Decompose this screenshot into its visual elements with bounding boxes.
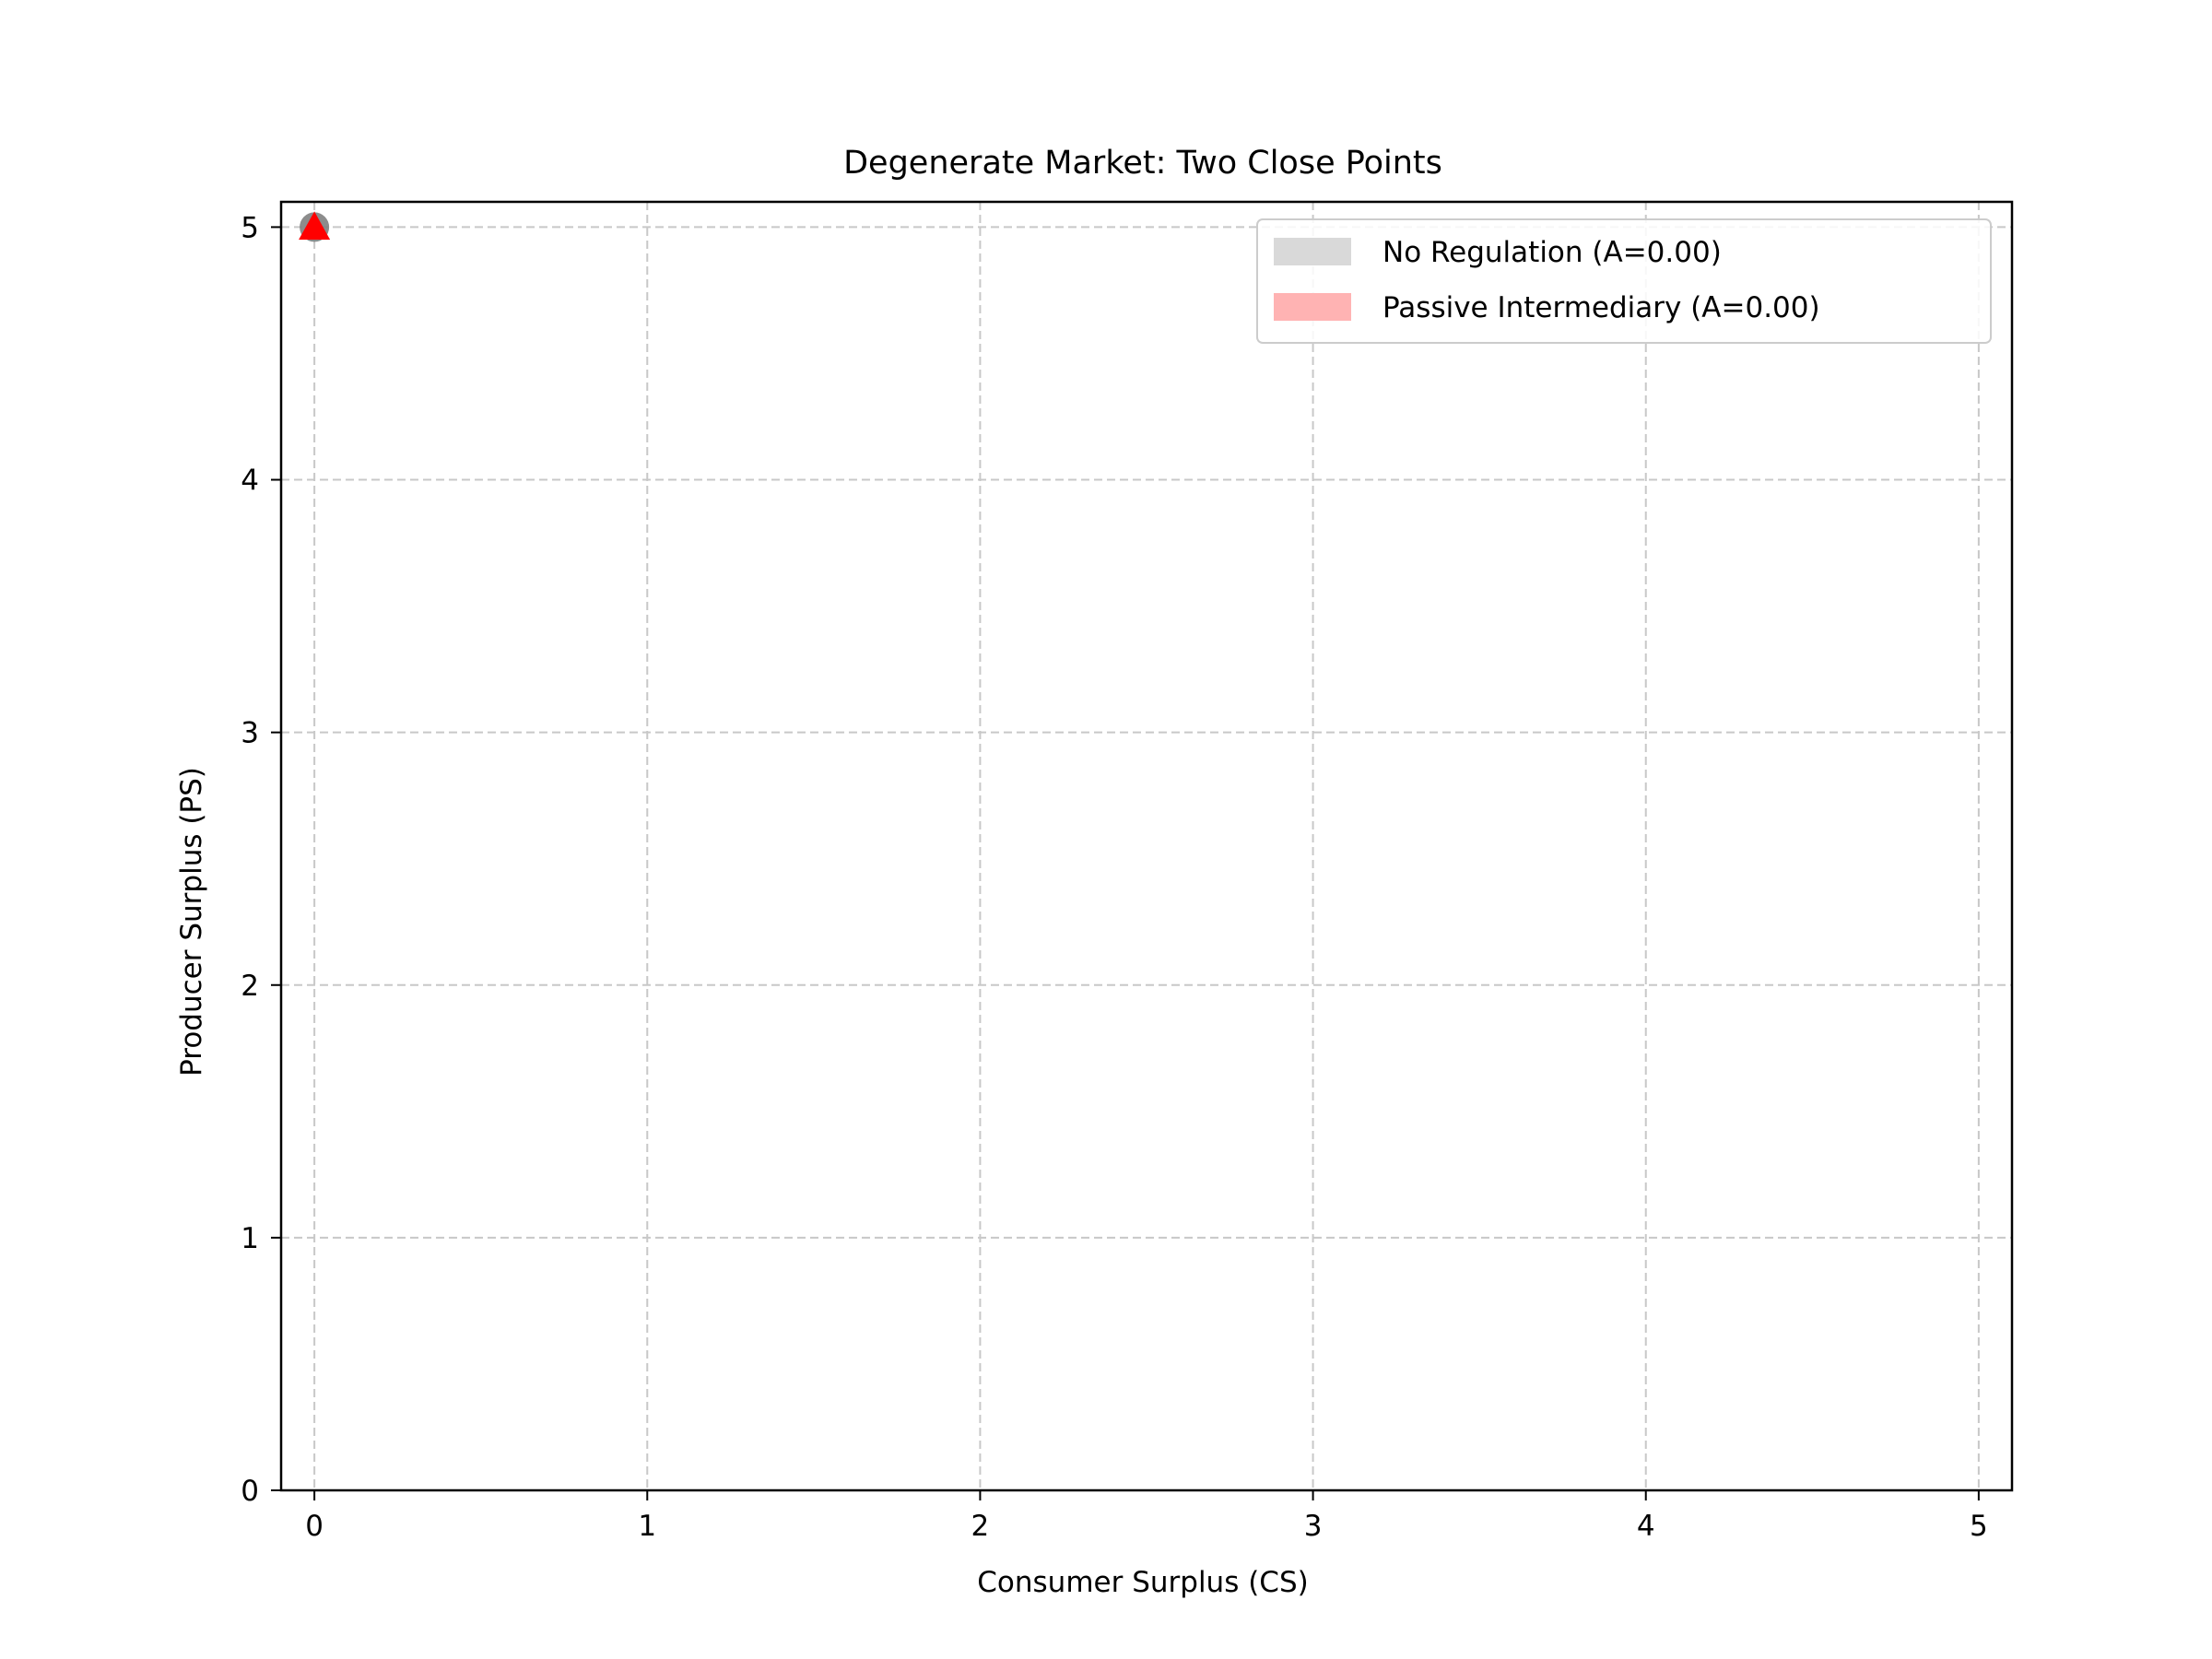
- y-tick-label: 3: [241, 717, 259, 750]
- legend-swatch-no-regulation: [1274, 238, 1351, 265]
- legend: No Regulation (A=0.00) Passive Intermedi…: [1256, 218, 1992, 344]
- chart-title: Degenerate Market: Two Close Points: [843, 145, 1442, 182]
- y-tick-label: 2: [241, 970, 259, 1003]
- x-tick-label: 3: [1304, 1510, 1323, 1543]
- x-tick-label: 2: [971, 1510, 990, 1543]
- legend-label-passive-intermediary: Passive Intermediary (A=0.00): [1382, 291, 1820, 324]
- legend-label-no-regulation: No Regulation (A=0.00): [1382, 236, 1722, 269]
- x-tick-label: 4: [1637, 1510, 1655, 1543]
- x-tick-label: 1: [638, 1510, 656, 1543]
- y-tick-label: 5: [241, 211, 259, 244]
- y-tick-label: 4: [241, 465, 259, 498]
- x-tick-label: 0: [305, 1510, 324, 1543]
- axis-ticks: 0 1 2 3 4 5 0 1 2 3 4 5: [241, 211, 1987, 1543]
- y-tick-label: 0: [241, 1475, 259, 1508]
- legend-box: [1256, 218, 1992, 344]
- x-tick-label: 5: [1970, 1510, 1988, 1543]
- y-tick-label: 1: [241, 1222, 259, 1255]
- point-passive-intermediary: [299, 211, 331, 241]
- legend-swatch-passive-intermediary: [1274, 293, 1351, 321]
- grid: [281, 202, 2012, 1491]
- x-axis-label: Consumer Surplus (CS): [977, 1566, 1308, 1599]
- plot-area-frame: [279, 200, 2014, 1492]
- data-marks: [299, 211, 331, 242]
- y-axis-label: Producer Surplus (PS): [175, 767, 208, 1077]
